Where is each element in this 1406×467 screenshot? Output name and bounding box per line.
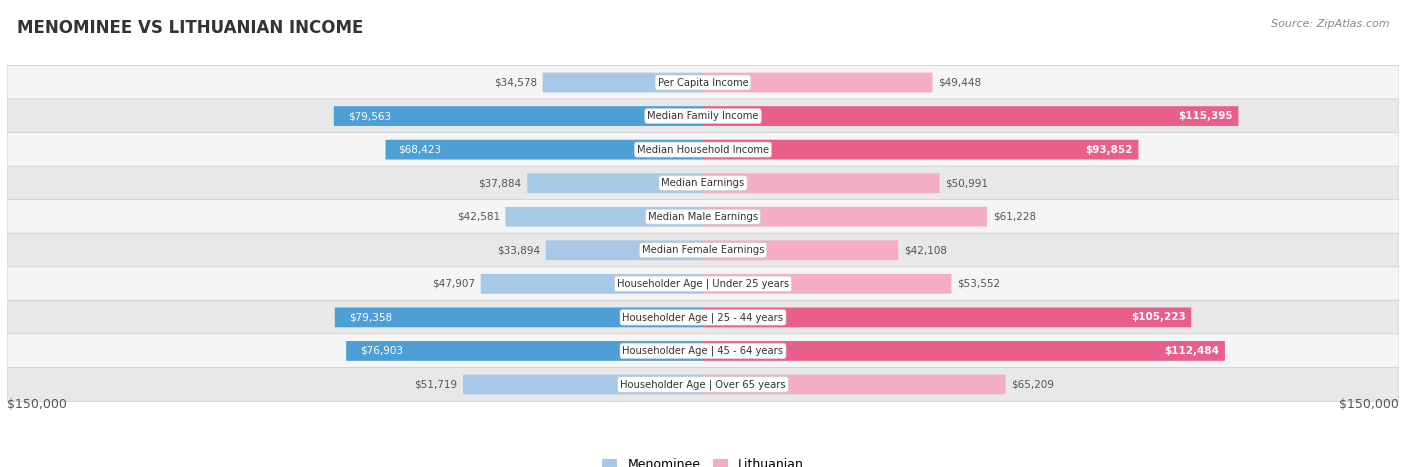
Text: Householder Age | Over 65 years: Householder Age | Over 65 years: [620, 379, 786, 390]
FancyBboxPatch shape: [703, 241, 898, 260]
Text: $79,563: $79,563: [349, 111, 392, 121]
FancyBboxPatch shape: [7, 99, 1399, 133]
FancyBboxPatch shape: [7, 133, 1399, 167]
Legend: Menominee, Lithuanian: Menominee, Lithuanian: [598, 453, 808, 467]
Text: $50,991: $50,991: [945, 178, 988, 188]
Text: $68,423: $68,423: [398, 145, 441, 155]
FancyBboxPatch shape: [7, 199, 1399, 234]
FancyBboxPatch shape: [703, 274, 952, 294]
FancyBboxPatch shape: [703, 307, 1191, 327]
FancyBboxPatch shape: [346, 341, 703, 361]
Text: $33,894: $33,894: [498, 245, 540, 255]
FancyBboxPatch shape: [7, 267, 1399, 301]
FancyBboxPatch shape: [7, 368, 1399, 402]
Text: $65,209: $65,209: [1011, 380, 1054, 389]
Text: $150,000: $150,000: [7, 398, 67, 411]
FancyBboxPatch shape: [527, 173, 703, 193]
FancyBboxPatch shape: [7, 233, 1399, 268]
FancyBboxPatch shape: [7, 334, 1399, 368]
Text: Householder Age | Under 25 years: Householder Age | Under 25 years: [617, 279, 789, 289]
FancyBboxPatch shape: [481, 274, 703, 294]
FancyBboxPatch shape: [703, 140, 1139, 160]
Text: Median Household Income: Median Household Income: [637, 145, 769, 155]
FancyBboxPatch shape: [703, 73, 932, 92]
Text: $150,000: $150,000: [1339, 398, 1399, 411]
Text: $61,228: $61,228: [993, 212, 1036, 222]
FancyBboxPatch shape: [463, 375, 703, 394]
Text: Householder Age | 25 - 44 years: Householder Age | 25 - 44 years: [623, 312, 783, 323]
Text: Householder Age | 45 - 64 years: Householder Age | 45 - 64 years: [623, 346, 783, 356]
Text: Median Female Earnings: Median Female Earnings: [641, 245, 765, 255]
FancyBboxPatch shape: [546, 241, 703, 260]
Text: $42,581: $42,581: [457, 212, 501, 222]
FancyBboxPatch shape: [333, 106, 703, 126]
FancyBboxPatch shape: [335, 307, 703, 327]
Text: Per Capita Income: Per Capita Income: [658, 78, 748, 87]
Text: Median Male Earnings: Median Male Earnings: [648, 212, 758, 222]
Text: $34,578: $34,578: [494, 78, 537, 87]
Text: $93,852: $93,852: [1085, 145, 1133, 155]
FancyBboxPatch shape: [703, 341, 1225, 361]
FancyBboxPatch shape: [505, 207, 703, 226]
FancyBboxPatch shape: [7, 65, 1399, 99]
Text: $76,903: $76,903: [360, 346, 404, 356]
FancyBboxPatch shape: [543, 73, 703, 92]
FancyBboxPatch shape: [703, 375, 1005, 394]
Text: $115,395: $115,395: [1178, 111, 1233, 121]
Text: $37,884: $37,884: [478, 178, 522, 188]
FancyBboxPatch shape: [385, 140, 703, 160]
Text: $42,108: $42,108: [904, 245, 946, 255]
FancyBboxPatch shape: [703, 173, 939, 193]
Text: Median Family Income: Median Family Income: [647, 111, 759, 121]
Text: $112,484: $112,484: [1164, 346, 1219, 356]
FancyBboxPatch shape: [703, 207, 987, 226]
Text: $47,907: $47,907: [432, 279, 475, 289]
FancyBboxPatch shape: [703, 106, 1239, 126]
Text: $79,358: $79,358: [350, 312, 392, 322]
Text: Median Earnings: Median Earnings: [661, 178, 745, 188]
Text: MENOMINEE VS LITHUANIAN INCOME: MENOMINEE VS LITHUANIAN INCOME: [17, 19, 363, 37]
Text: $51,719: $51,719: [415, 380, 457, 389]
FancyBboxPatch shape: [7, 300, 1399, 334]
Text: $53,552: $53,552: [957, 279, 1000, 289]
FancyBboxPatch shape: [7, 166, 1399, 200]
Text: $105,223: $105,223: [1130, 312, 1185, 322]
Text: $49,448: $49,448: [938, 78, 981, 87]
Text: Source: ZipAtlas.com: Source: ZipAtlas.com: [1271, 19, 1389, 28]
